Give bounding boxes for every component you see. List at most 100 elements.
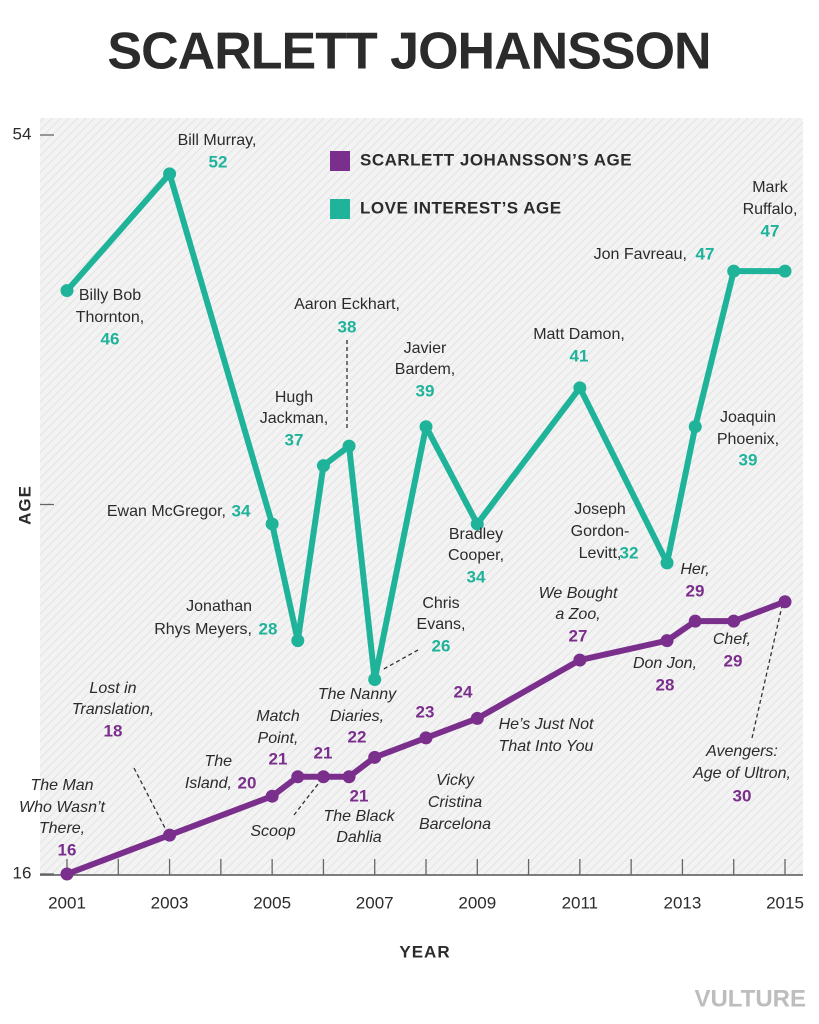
point-label: Bradley — [449, 526, 503, 543]
point-label: The — [204, 753, 232, 770]
leader-line — [751, 605, 783, 739]
point — [573, 381, 587, 395]
value-label: 22 — [348, 727, 367, 746]
value-label: 21 — [269, 749, 288, 768]
point — [470, 517, 484, 531]
value-label: 47 — [696, 244, 715, 263]
point — [688, 420, 702, 434]
point — [291, 634, 305, 648]
value-label: 46 — [101, 329, 120, 348]
value-label: 27 — [569, 626, 588, 645]
point — [60, 867, 74, 881]
point — [163, 828, 177, 842]
point-label: Match — [256, 708, 300, 725]
value-label: 24 — [454, 682, 473, 701]
value-label: 37 — [285, 430, 304, 449]
value-label: 21 — [350, 786, 369, 805]
x-tick-label: 2007 — [356, 893, 394, 912]
point — [316, 459, 330, 473]
point-label: Cooper, — [448, 547, 504, 564]
point-label: Gordon- — [571, 523, 630, 540]
x-tick-label: 2001 — [48, 893, 86, 912]
leader-lines — [133, 340, 783, 831]
point-label: Don Jon, — [633, 655, 697, 672]
point — [419, 420, 433, 434]
x-tick-label: 2003 — [151, 893, 189, 912]
point — [342, 439, 356, 453]
value-label: 52 — [209, 152, 228, 171]
y-tick-label: 54 — [13, 124, 32, 143]
point-label: Her, — [680, 561, 709, 578]
point-label: Vicky — [436, 772, 475, 789]
point-label: Chef, — [713, 631, 751, 648]
point-label: Ewan McGregor, — [107, 503, 226, 520]
value-label: 20 — [238, 773, 257, 792]
value-label: 16 — [58, 840, 77, 859]
point-label: There, — [39, 820, 85, 837]
point — [342, 770, 356, 784]
value-label: 38 — [338, 317, 357, 336]
point-label: Barcelona — [419, 816, 491, 833]
point — [265, 517, 279, 531]
point-label: Joaquin — [720, 409, 776, 426]
point-label: Rhys Meyers, — [154, 621, 252, 638]
x-tick-label: 2011 — [562, 893, 599, 912]
watermark: VULTURE — [694, 985, 806, 1012]
point-label: Lost in — [89, 680, 136, 697]
legend-swatch — [330, 199, 350, 219]
point-label: Diaries, — [330, 708, 384, 725]
value-label: 26 — [432, 636, 451, 655]
value-label: 47 — [761, 221, 780, 240]
y-axis-title: AGE — [15, 485, 34, 525]
leader-line — [133, 767, 167, 831]
point-label: That Into You — [499, 738, 594, 755]
y-tick-label: 16 — [13, 863, 32, 882]
point-label: Joseph — [574, 501, 626, 518]
x-tick-label: 2009 — [458, 893, 496, 912]
point-label: We Bought — [539, 585, 618, 602]
point-label: Mark — [752, 179, 789, 196]
point-label: The Black — [323, 808, 395, 825]
point — [778, 264, 792, 278]
point-label: The Nanny — [318, 686, 397, 703]
point-label: Age of Ultron, — [692, 765, 791, 782]
point — [660, 634, 674, 648]
point-label: Scoop — [250, 823, 295, 840]
point — [573, 653, 587, 667]
value-label: 39 — [739, 450, 758, 469]
point — [291, 770, 305, 784]
value-label: 29 — [724, 651, 743, 670]
point-label: Ruffalo, — [743, 201, 798, 218]
point — [778, 595, 792, 609]
point-label: Matt Damon, — [533, 326, 625, 343]
value-label: 29 — [686, 581, 705, 600]
point-label: Thornton, — [76, 309, 144, 326]
point-label: He’s Just Not — [499, 716, 594, 733]
point — [368, 673, 382, 687]
point-label: Bill Murray, — [178, 132, 257, 149]
x-tick-label: 2015 — [766, 893, 804, 912]
point — [419, 731, 433, 745]
point — [688, 614, 702, 628]
point-label: Hugh — [275, 389, 313, 406]
point-label: Avengers: — [705, 743, 778, 760]
point-label: Bardem, — [395, 361, 455, 378]
x-tick-label: 2013 — [664, 893, 702, 912]
point-label: a Zoo, — [555, 606, 600, 623]
point-label: Jon Favreau, — [594, 246, 687, 263]
point-label: Jackman, — [260, 410, 328, 427]
point-label: Aaron Eckhart, — [294, 296, 400, 313]
point-label: Cristina — [428, 794, 482, 811]
point-label: Who Wasn’t — [19, 799, 106, 816]
legend-label: LOVE INTEREST’S AGE — [360, 198, 562, 217]
point-label: The Man — [30, 777, 93, 794]
point-label: Jonathan — [186, 598, 252, 615]
chart-title: SCARLETT JOHANSSON — [107, 23, 710, 81]
value-label: 30 — [733, 786, 752, 805]
point — [470, 711, 484, 725]
value-label: 23 — [416, 702, 435, 721]
point — [163, 167, 177, 181]
point-label: Translation, — [72, 701, 154, 718]
value-label: 34 — [467, 567, 486, 586]
